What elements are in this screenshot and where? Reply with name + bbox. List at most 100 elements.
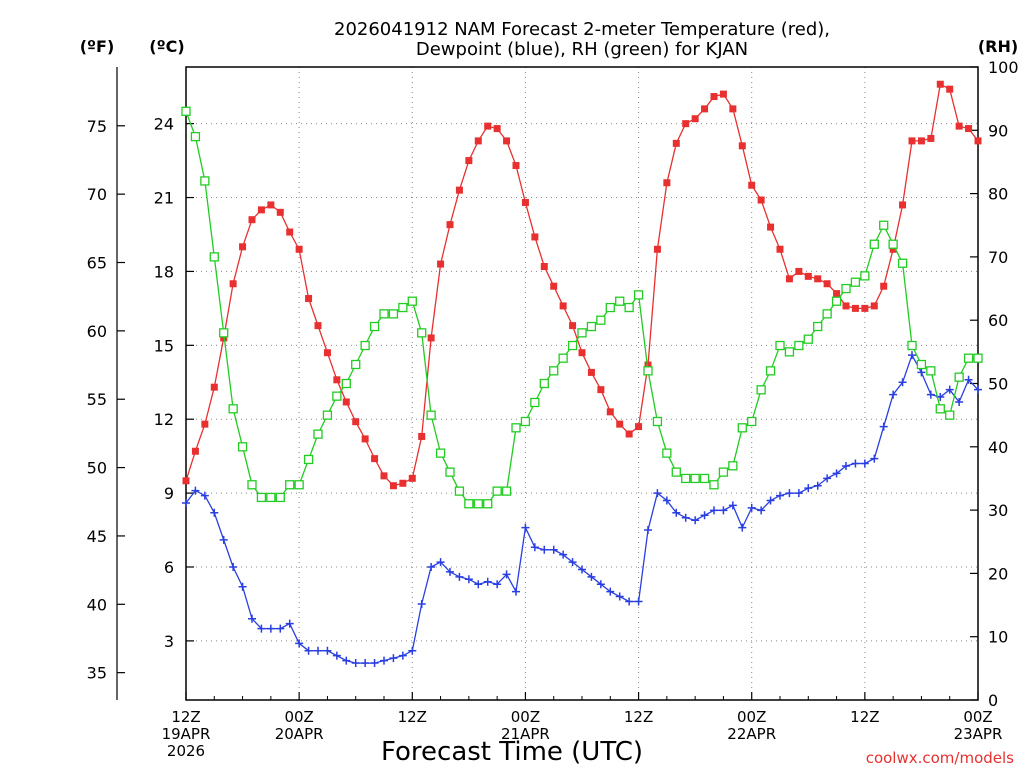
time-tick-label: 12Z — [398, 708, 427, 726]
data-point — [803, 334, 813, 344]
data-point — [691, 516, 700, 525]
data-point — [823, 474, 832, 483]
data-point — [200, 176, 210, 186]
time-tick-label: 23APR — [954, 725, 1003, 743]
series-2-meter-temperature — [182, 80, 982, 490]
fahrenheit-unit-label: (ºF) — [80, 37, 115, 56]
data-point — [323, 646, 332, 655]
data-point — [785, 489, 794, 498]
data-point — [539, 378, 549, 389]
data-point — [531, 233, 539, 241]
data-point — [954, 372, 964, 382]
data-point — [671, 467, 681, 477]
data-point — [606, 408, 614, 416]
data-point — [860, 459, 869, 468]
data-point — [832, 469, 841, 478]
data-point — [521, 523, 530, 532]
celsius-unit-label: (ºC) — [149, 37, 184, 56]
data-point — [219, 535, 228, 544]
rh-tick-label: 40 — [988, 438, 1008, 457]
celsius-tick-label: 15 — [154, 336, 174, 355]
data-point — [512, 162, 520, 170]
fahrenheit-tick-label: 40 — [87, 595, 107, 614]
data-point — [332, 391, 342, 401]
celsius-tick-label: 12 — [154, 410, 174, 429]
data-point — [728, 461, 738, 471]
celsius-tick-label: 18 — [154, 262, 174, 281]
data-point — [889, 390, 898, 399]
data-point — [851, 459, 860, 468]
data-point — [399, 479, 407, 487]
data-point — [897, 258, 908, 268]
data-point — [295, 245, 303, 253]
grid-lines — [186, 67, 978, 700]
data-point — [701, 105, 709, 113]
chart-title: 2026041912 NAM Forecast 2-meter Temperat… — [334, 19, 830, 40]
data-point — [672, 508, 681, 517]
data-point — [238, 582, 247, 591]
data-point — [776, 491, 784, 500]
data-point — [388, 309, 399, 319]
chart-subtitle: Dewpoint (blue), RH (green) for KJAN — [416, 39, 748, 60]
data-point — [663, 179, 671, 187]
data-point — [314, 646, 322, 655]
data-point — [596, 315, 606, 325]
data-point — [229, 562, 238, 571]
rh-tick-label: 80 — [988, 185, 1008, 204]
data-point — [247, 480, 257, 490]
data-point — [417, 328, 427, 338]
data-point — [719, 90, 727, 98]
data-point — [474, 580, 483, 589]
data-point — [973, 353, 983, 363]
data-point — [342, 656, 351, 665]
fahrenheit-tick-label: 35 — [87, 664, 107, 683]
data-point — [635, 423, 643, 431]
data-point — [559, 302, 567, 310]
data-point — [351, 659, 360, 668]
data-point — [417, 599, 426, 608]
data-point — [691, 115, 699, 123]
data-point — [662, 448, 672, 458]
data-point — [530, 397, 540, 408]
data-point — [946, 85, 954, 93]
data-point — [248, 216, 256, 224]
data-point — [473, 499, 483, 509]
data-point — [700, 511, 709, 520]
data-point — [305, 295, 313, 303]
data-point — [502, 570, 511, 579]
data-point — [332, 651, 341, 660]
data-point — [596, 580, 605, 589]
data-point — [427, 334, 435, 342]
data-point — [492, 486, 502, 496]
data-point — [747, 416, 757, 427]
data-point — [200, 491, 209, 500]
data-point — [586, 321, 597, 332]
data-point — [191, 486, 200, 495]
data-point — [248, 614, 256, 623]
fahrenheit-tick-label: 55 — [87, 390, 107, 409]
rh-tick-label: 30 — [988, 501, 1008, 520]
data-point — [464, 575, 473, 584]
data-point — [690, 473, 700, 484]
data-point — [435, 448, 446, 458]
data-point — [643, 366, 653, 376]
data-point — [850, 277, 861, 287]
data-point — [587, 368, 595, 376]
data-point — [833, 290, 841, 298]
data-point — [935, 404, 945, 414]
series-dewpoint — [182, 351, 982, 668]
data-point — [794, 340, 804, 351]
series-line — [185, 111, 978, 505]
rh-tick-label: 100 — [988, 58, 1019, 77]
data-point — [370, 659, 379, 668]
data-point — [408, 474, 416, 482]
time-tick-label: 21APR — [501, 725, 550, 743]
celsius-tick-label: 6 — [164, 558, 174, 577]
data-point — [729, 105, 737, 113]
fahrenheit-tick-label: 60 — [87, 322, 107, 341]
data-point — [483, 499, 493, 509]
data-point — [964, 375, 973, 384]
data-point — [652, 416, 663, 427]
data-point — [927, 134, 935, 142]
data-point — [454, 486, 465, 496]
